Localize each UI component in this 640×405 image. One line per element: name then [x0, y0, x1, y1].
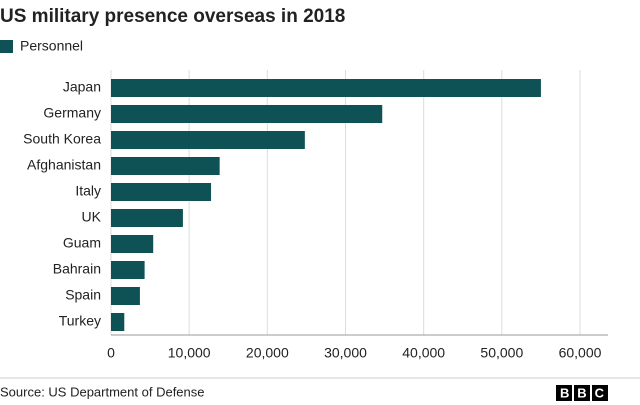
y-tick-label: UK [82, 209, 102, 225]
y-tick-label: Turkey [59, 313, 101, 329]
x-tick-label: 60,000 [559, 345, 602, 361]
y-tick-label: Japan [63, 79, 101, 95]
bar [111, 157, 220, 175]
bar [111, 235, 154, 253]
bar [111, 209, 183, 227]
y-tick-label: South Korea [23, 131, 101, 147]
y-tick-label: Guam [63, 235, 101, 251]
bar [111, 105, 383, 123]
x-tick-label: 30,000 [324, 345, 367, 361]
bar [111, 287, 140, 305]
x-tick-label: 10,000 [168, 345, 211, 361]
y-tick-label: Bahrain [53, 261, 101, 277]
chart-title: US military presence overseas in 2018 [0, 6, 345, 27]
logo-box [556, 385, 572, 401]
x-tick-label: 50,000 [480, 345, 523, 361]
legend-label: Personnel [20, 38, 83, 54]
source: Source: US Department of Defense [0, 384, 205, 399]
logo: BBC [556, 385, 608, 401]
bar [111, 131, 305, 149]
logo-box [574, 385, 590, 401]
legend-swatch [0, 40, 13, 53]
x-tick-label: 20,000 [246, 345, 289, 361]
y-tick-label: Italy [75, 183, 101, 199]
bar [111, 79, 541, 97]
logo-box [592, 385, 608, 401]
x-tick-label: 40,000 [402, 345, 445, 361]
bar [111, 261, 145, 279]
y-tick-label: Germany [43, 105, 101, 121]
logo-text: BBC [560, 385, 605, 400]
y-tick-label: Spain [65, 287, 101, 303]
x-tick-label: 0 [107, 345, 115, 361]
bar [111, 183, 212, 201]
y-tick-label: Afghanistan [27, 157, 101, 173]
bar [111, 313, 125, 331]
